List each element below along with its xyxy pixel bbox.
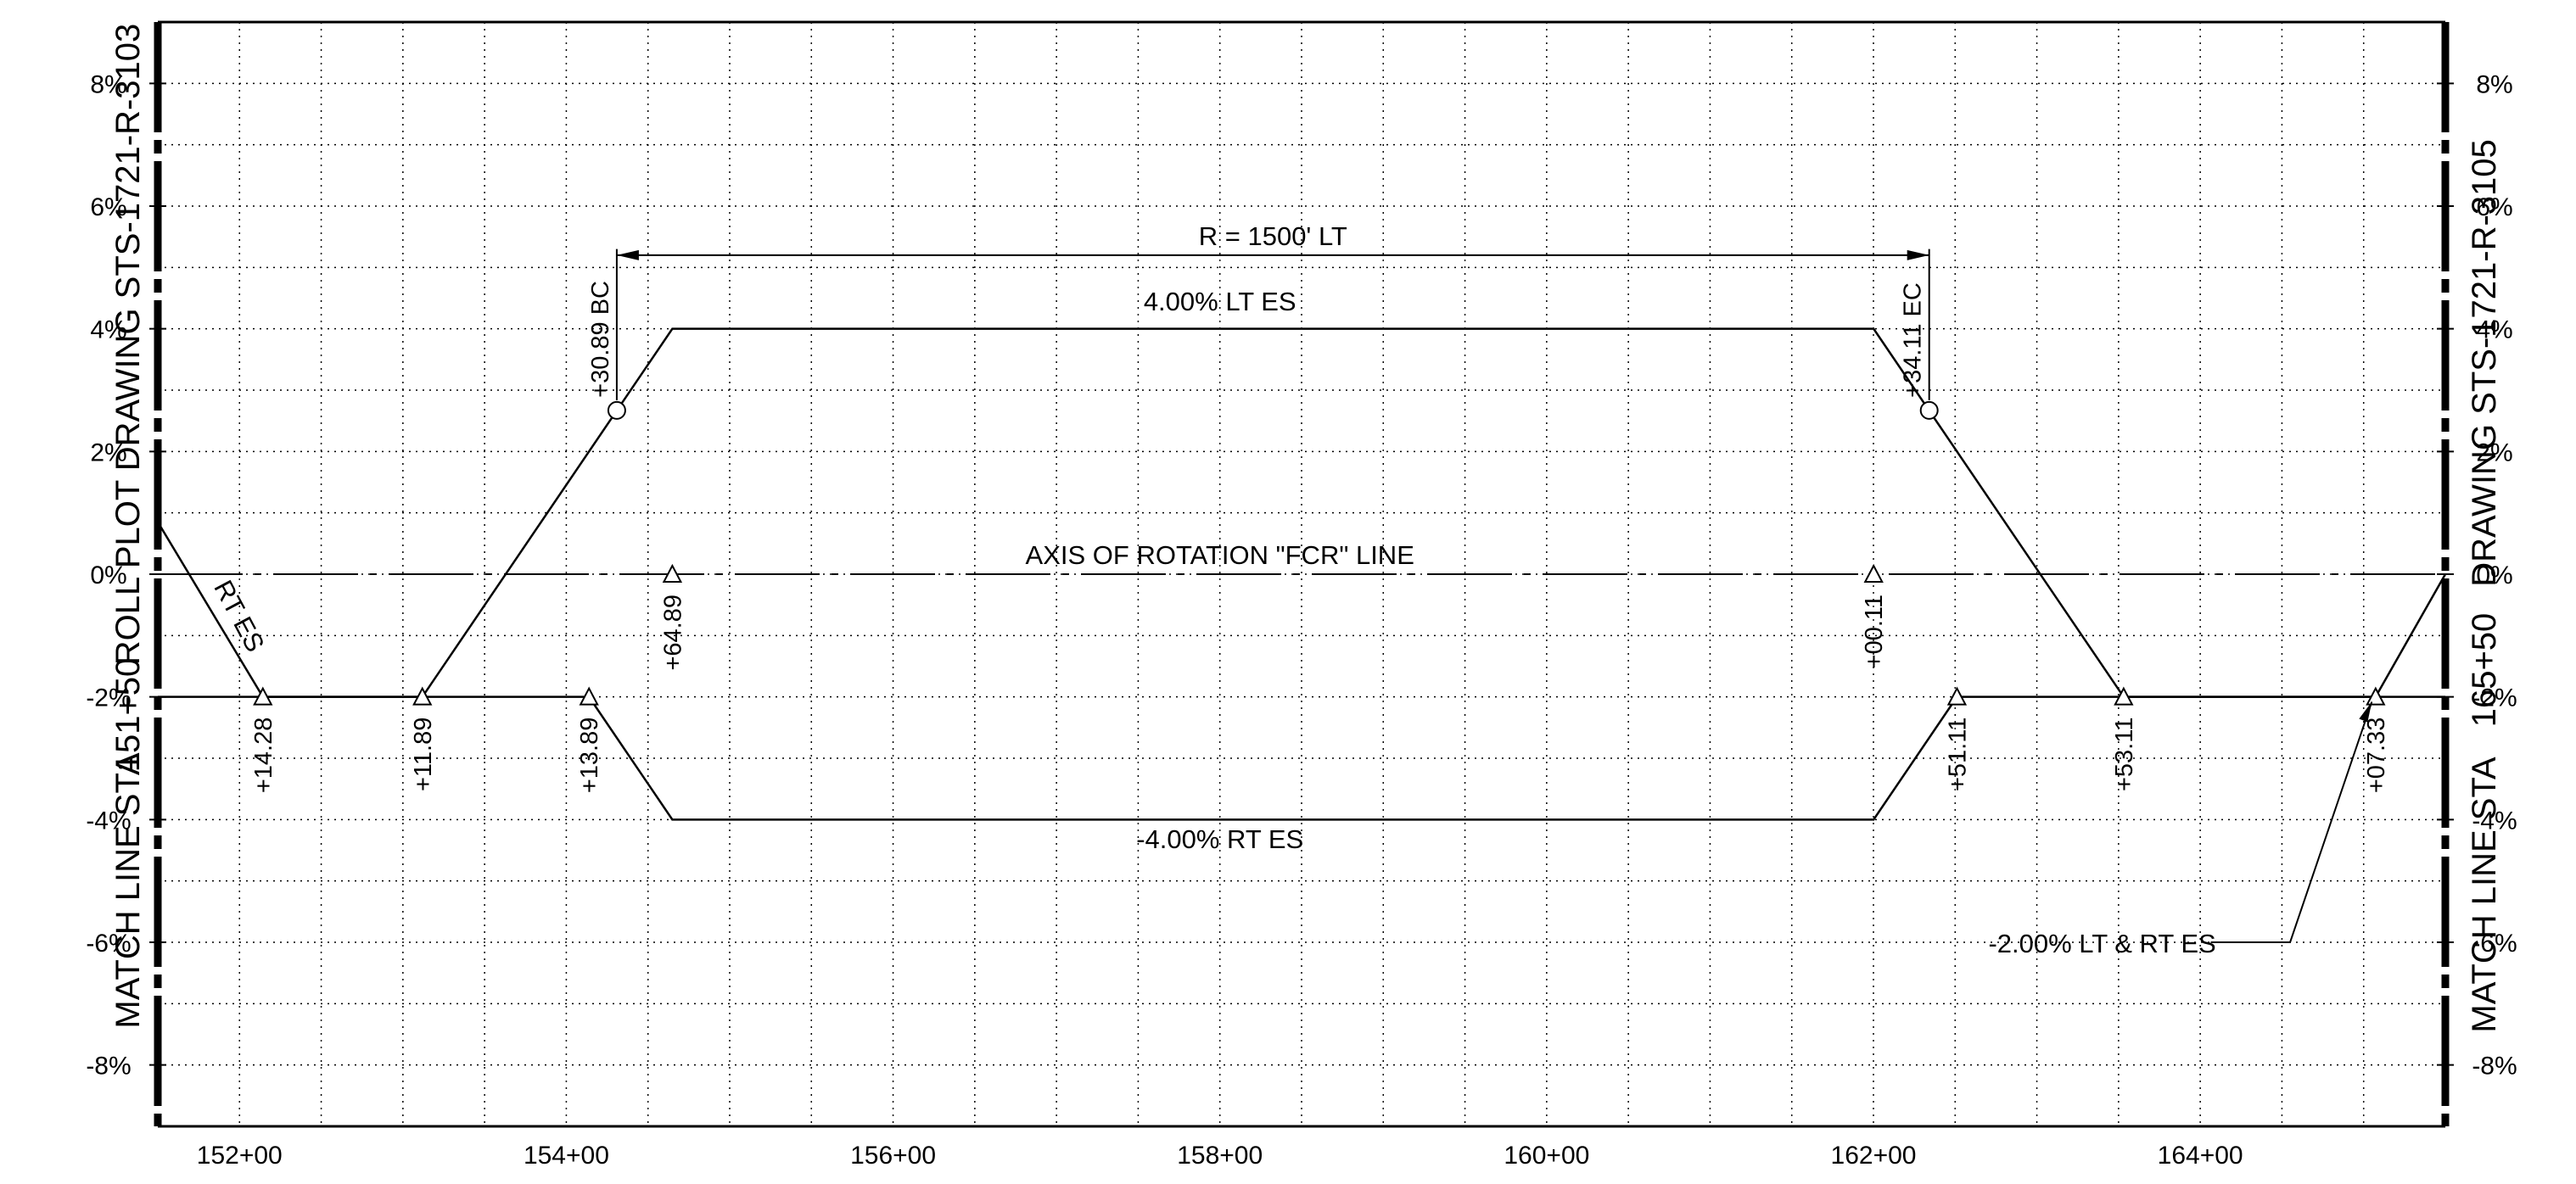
tick-labels: 8% 8% 6% 6% 4% 4% 2% 2% 0% 0% -2% -2% -4% -4% -6% -6% -8…: [86, 70, 2517, 1170]
bc-label: +30.89 BC: [587, 281, 614, 398]
callout-leader: [2210, 701, 2373, 943]
ec-label: +34.11 EC: [1900, 282, 1927, 398]
annotations: AXIS OF ROTATION "FCR" LINE +14.28 +11.89 +…: [208, 221, 2390, 958]
x-tick-label: 156+00: [850, 1142, 936, 1170]
y-tick-label-right: -2%: [2472, 684, 2517, 712]
station-marker: [253, 686, 273, 706]
y-tick-label-right: 4%: [2476, 316, 2512, 344]
cross-slope-callout-label: -2.00% LT & RT ES: [1988, 929, 2215, 958]
plot-frame: [149, 20, 2454, 1128]
y-tick-label-left: -4%: [86, 807, 131, 835]
station-marker: [1863, 563, 1884, 583]
x-tick-label: 158+00: [1177, 1142, 1263, 1170]
rt-es-label: -4.00% RT ES: [1136, 824, 1303, 854]
x-tick-label: 152+00: [197, 1142, 283, 1170]
y-tick-label-left: -2%: [86, 684, 131, 712]
station-marker-label: +64.89: [659, 595, 686, 671]
y-tick-label-right: -6%: [2472, 930, 2517, 958]
bc-point: [607, 400, 626, 420]
right-match-station-label: 165+50: [2466, 613, 2503, 728]
y-tick-label-right: 2%: [2476, 438, 2512, 466]
left-match-station-label: 151+50: [109, 658, 147, 773]
y-tick-label-right: 8%: [2476, 70, 2512, 98]
right-match-line-label: MATCH LINE STA: [2466, 757, 2503, 1033]
x-tick-label: 160+00: [1504, 1142, 1589, 1170]
y-tick-label-right: -4%: [2472, 807, 2517, 835]
ec-point: [1919, 400, 1939, 420]
dimension-arrowhead-right: [1907, 249, 1929, 260]
curve-radius-label: R = 1500' LT: [1199, 221, 1347, 251]
station-marker-label: +53.11: [2111, 718, 2138, 791]
x-tick-label: 162+00: [1831, 1142, 1917, 1170]
y-tick-label-left: 4%: [90, 316, 126, 344]
station-marker: [662, 563, 683, 583]
station-marker: [2114, 686, 2134, 706]
station-marker-label: +13.89: [576, 718, 603, 794]
station-marker: [579, 686, 599, 706]
x-tick-label: 164+00: [2158, 1142, 2243, 1170]
callout-arrowhead: [2359, 701, 2372, 723]
y-tick-label-right: 6%: [2476, 193, 2512, 221]
y-tick-label-right: -8%: [2472, 1053, 2517, 1081]
axis-of-rotation-label: AXIS OF ROTATION "FCR" LINE: [1026, 540, 1414, 570]
y-tick-label-left: -8%: [86, 1053, 131, 1081]
dimension-arrowhead-left: [616, 249, 639, 260]
station-marker-label: +11.89: [410, 718, 437, 791]
y-tick-label-right: 0%: [2476, 561, 2512, 589]
left-roll-plot-label: ROLL PLOT DRAWING STS-1721-R-3103: [109, 24, 147, 666]
right-drawing-label: DRAWING STS-1721-R-3105: [2466, 139, 2503, 587]
station-marker: [1946, 686, 1968, 706]
station-marker-label: +51.11: [1944, 718, 1971, 791]
lt-es-label: 4.00% LT ES: [1144, 287, 1296, 316]
x-tick-label: 154+00: [524, 1142, 609, 1170]
y-tick-label-left: 6%: [90, 193, 126, 221]
station-marker-label: +14.28: [250, 718, 277, 794]
y-tick-label-left: 2%: [90, 438, 126, 466]
station-marker-label: +07.33: [2363, 718, 2390, 794]
station-marker-label: +00.11: [1861, 595, 1888, 668]
y-tick-label-left: -6%: [86, 930, 131, 958]
station-marker: [412, 686, 433, 706]
series-layer: [156, 249, 2447, 821]
left-match-line-label: MATCH LINE STA: [109, 752, 147, 1029]
y-tick-label-left: 8%: [90, 70, 126, 98]
y-tick-label-left: 0%: [90, 561, 126, 589]
station-marker: [2366, 686, 2386, 706]
